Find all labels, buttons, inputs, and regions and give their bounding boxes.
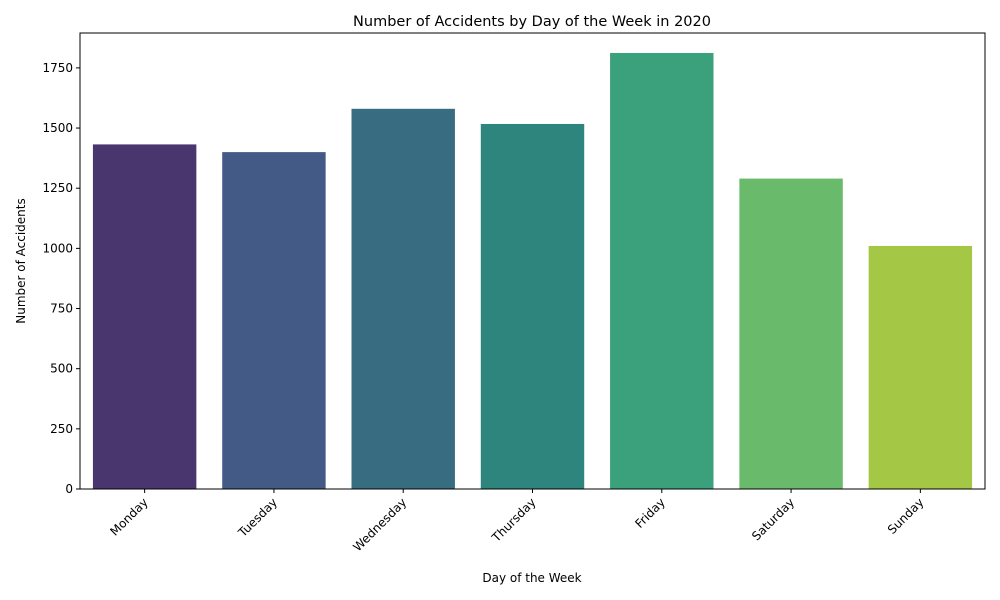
- y-tick-label: 1750: [42, 61, 73, 75]
- y-tick-label: 1250: [42, 181, 73, 195]
- y-tick-label: 1000: [42, 241, 73, 255]
- x-tick-label-tuesday: Tuesday: [235, 495, 280, 540]
- x-tick-label-saturday: Saturday: [749, 495, 797, 543]
- bar-friday: [610, 52, 714, 489]
- bar-monday: [92, 144, 197, 489]
- y-tick-label: 250: [50, 422, 73, 436]
- x-tick-label-thursday: Thursday: [489, 495, 539, 545]
- bar-sunday: [868, 245, 973, 489]
- x-tick-label-monday: Monday: [107, 495, 150, 538]
- y-tick-label: 500: [50, 362, 73, 376]
- y-tick-label: 0: [65, 482, 73, 496]
- x-axis-label: Day of the Week: [482, 571, 581, 585]
- x-tick-label-friday: Friday: [632, 495, 668, 531]
- bars-group: [92, 52, 973, 490]
- plot-frame: [79, 32, 986, 490]
- y-tick-label: 1500: [42, 121, 73, 135]
- bar-saturday: [739, 178, 843, 489]
- chart-title: Number of Accidents by Day of the Week i…: [353, 14, 711, 30]
- y-axis-label: Number of Accidents: [14, 198, 28, 324]
- x-tick-label-sunday: Sunday: [885, 495, 927, 537]
- x-axis: Monday Tuesday Wednesday Thursday Friday Satu…: [107, 489, 926, 554]
- y-tick-label: 750: [50, 302, 73, 316]
- x-tick-label-wednesday: Wednesday: [350, 495, 409, 554]
- bar-thursday: [480, 123, 585, 490]
- y-axis: 0 250 500 750 1000 1250 1500 1750: [42, 61, 80, 496]
- bar-tuesday: [222, 152, 326, 489]
- bar-wednesday: [351, 108, 455, 489]
